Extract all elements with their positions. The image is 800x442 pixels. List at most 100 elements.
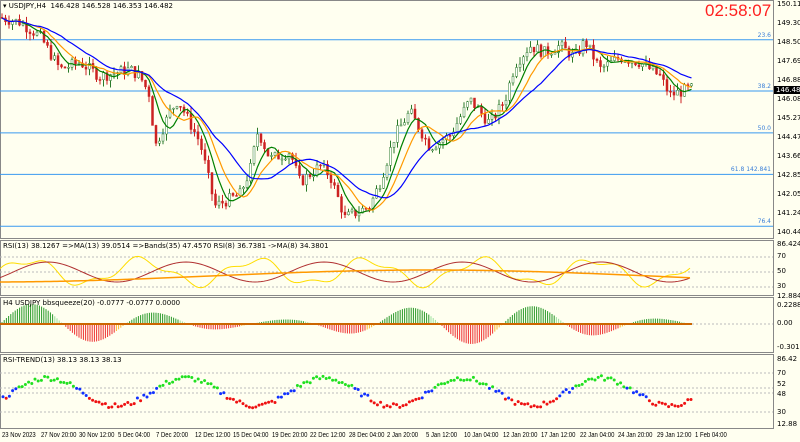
rsi-trend-dot <box>196 377 200 381</box>
candle-body <box>532 46 536 53</box>
rsi-trend-dot <box>561 390 565 394</box>
candle-body <box>581 40 585 55</box>
rsi-trend-dot <box>545 402 549 406</box>
rsi-trend-dot <box>228 397 232 401</box>
rsi-trend-dot <box>321 374 325 378</box>
rsi-trend-dot <box>167 381 171 385</box>
candle-body <box>186 111 189 114</box>
candle-body <box>487 119 490 124</box>
rsi-trend-dot <box>129 403 133 407</box>
rsi-trend-dot <box>343 382 347 386</box>
time-axis-tick: 29 Jan 12:00 <box>656 432 691 439</box>
rsi-trend-dot <box>391 402 395 406</box>
indicator-axis-tick: 86.4246 <box>777 240 800 248</box>
candle-body <box>504 100 508 106</box>
rsi-trend-dot <box>100 402 104 406</box>
rsi-trend-dot <box>84 393 88 397</box>
rsi-trend-dot <box>55 377 59 381</box>
rsi-trend-dot <box>628 386 632 390</box>
rsi-panel-title: RSI(13) 38.1267 =>MA(13) 39.0514 =>Bands… <box>3 242 329 250</box>
rsi-trend-dot <box>363 392 367 396</box>
candle-body <box>511 76 515 84</box>
candle-body <box>392 142 396 148</box>
rsi-trend-dot <box>689 397 693 401</box>
indicator-axis-tick: 12.88 <box>777 420 798 428</box>
rsi-trend-dot <box>494 389 498 393</box>
rsi8-line <box>0 255 691 289</box>
candle-body <box>42 31 46 43</box>
rsi-trend-dot <box>468 378 472 382</box>
rsi-trend-dot <box>401 404 405 408</box>
rsi-trend-dot <box>577 384 581 388</box>
rsi-trend-dot <box>462 378 466 382</box>
rsi-trend-dot <box>439 382 443 386</box>
price-axis-tick: 140.440 <box>777 228 800 236</box>
rsi-trend-dot <box>94 400 98 404</box>
rsi-trend-dot <box>215 386 219 390</box>
candle-body <box>560 41 564 46</box>
rsi-trend-dot <box>148 391 152 395</box>
rsi-trend-dot <box>97 400 101 404</box>
candle-body <box>249 163 252 182</box>
candle-body <box>658 73 662 76</box>
rsi-trend-dot <box>145 395 149 399</box>
rsi-trend-dot <box>4 396 8 400</box>
rsi-trend-dot <box>574 384 578 388</box>
price-axis-tick: 149.300 <box>777 19 800 27</box>
rsi-trend-dot <box>23 382 27 386</box>
rsi-trend-dot <box>203 379 207 383</box>
rsi-trend-dot <box>155 386 159 390</box>
rsi-trend-dot <box>158 384 162 388</box>
candle-body <box>378 188 382 190</box>
candle-body <box>256 133 259 147</box>
candle-body <box>88 63 91 70</box>
rsi-trend-dot <box>625 386 629 390</box>
candle-body <box>508 82 511 101</box>
rsi-trend-dot <box>503 397 507 401</box>
rsi-trend-dot <box>679 403 683 407</box>
moving-average-line <box>1 17 692 211</box>
rsi-trend-dot <box>407 400 411 404</box>
rsi-trend-dot <box>87 396 91 400</box>
rsi-trend-dot <box>478 382 482 386</box>
rsi-trend-dot <box>315 375 319 379</box>
candle-body <box>361 207 364 214</box>
candle-body <box>595 58 599 61</box>
rsi-trend-dot <box>209 382 213 386</box>
candle-body <box>21 23 25 26</box>
rsi-trend-dot <box>27 380 31 384</box>
moving-average-line <box>1 17 692 199</box>
rsi-trend-dot <box>535 405 539 409</box>
rsi-trend-dot <box>427 390 431 394</box>
rsi-trend-dot <box>311 376 315 380</box>
rsi-trend-dot <box>670 403 674 407</box>
rsi-trend-dot <box>375 403 379 407</box>
rsi-trend-dot <box>539 405 543 409</box>
candle-body <box>637 64 641 67</box>
rsi-trend-dot <box>423 390 427 394</box>
candle-body <box>455 123 459 133</box>
rsi-trend-dot <box>686 398 690 402</box>
rsi-trend-dot <box>551 399 555 403</box>
rsi-trend-dot <box>183 375 187 379</box>
rsi-trend-dot <box>75 386 79 390</box>
time-axis-tick: 5 Dec 04:00 <box>117 432 150 439</box>
rsi-trend-dot <box>663 402 667 406</box>
time-axis-tick: 28 Dec 04:00 <box>348 432 384 439</box>
candle-body <box>672 91 676 96</box>
candle-body <box>77 62 81 65</box>
fib-level-label: 38.2 <box>757 82 771 90</box>
indicator-axis-tick: 48 <box>777 390 786 398</box>
price-axis-tick: 143.660 <box>777 152 800 160</box>
candle-body <box>245 180 249 188</box>
rsi-trend-dot <box>340 380 344 384</box>
rsi-trend-dot <box>132 402 136 406</box>
price-axis-tick: 146.880 <box>777 76 800 84</box>
candle-body <box>665 79 669 92</box>
candle-body <box>518 63 522 68</box>
indicator-axis-tick: 12.8843 <box>777 292 800 300</box>
rsi-trend-dot <box>615 382 619 386</box>
ohlc-values: 146.428 146.528 146.353 146.482 <box>50 2 173 10</box>
candle-body <box>189 113 193 130</box>
